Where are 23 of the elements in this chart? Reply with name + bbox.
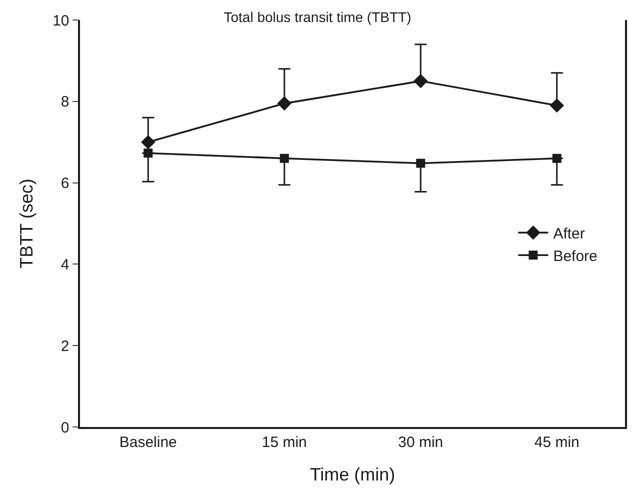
- point: [416, 158, 426, 168]
- y-axis-title: TBTT (sec): [16, 178, 36, 268]
- y-tick-label: 6: [60, 175, 70, 192]
- point: [413, 74, 428, 88]
- y-tick-label: 10: [52, 12, 70, 30]
- point: [277, 96, 292, 111]
- legend-label: Before: [553, 248, 598, 265]
- point: [144, 148, 153, 158]
- y-tick-label: 0: [60, 419, 70, 436]
- chart-title: Total bolus transit time (TBTT): [224, 9, 412, 26]
- x-axis-title: Time (min): [310, 464, 396, 484]
- x-tick-label: 30 min: [398, 434, 444, 451]
- y-tick-label: 4: [60, 256, 70, 274]
- y-tick-label: 2: [60, 338, 70, 355]
- point: [552, 154, 562, 163]
- x-tick-label: Baseline: [119, 434, 177, 451]
- point: [280, 154, 289, 163]
- y-tick-label: 8: [60, 94, 70, 111]
- point: [140, 134, 156, 150]
- legend-label: After: [553, 225, 585, 242]
- point: [550, 98, 564, 113]
- x-tick-label: 15 min: [262, 434, 307, 451]
- x-tick-label: 45 min: [534, 434, 580, 451]
